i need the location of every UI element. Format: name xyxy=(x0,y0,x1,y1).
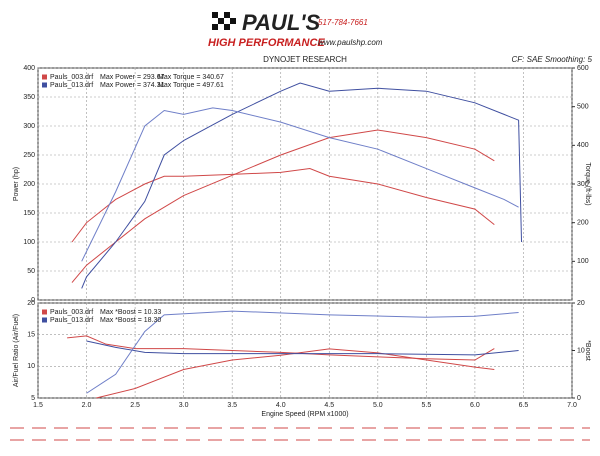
legend-swatch xyxy=(42,317,47,323)
brand: PAUL'S xyxy=(242,10,320,35)
phone: 517-784-7661 xyxy=(318,18,368,27)
x-tick-label: 5.5 xyxy=(421,402,431,409)
y2-tick-label: 0 xyxy=(577,395,581,402)
y2-axis-label: *Boost xyxy=(584,340,591,361)
y-tick-label: 10 xyxy=(27,363,35,370)
series-line xyxy=(86,340,519,356)
y-tick-label: 100 xyxy=(23,239,35,246)
legend-note: Max *Boost = 10.33 xyxy=(100,309,161,316)
y2-tick-label: 300 xyxy=(577,181,589,188)
y-tick-label: 0 xyxy=(31,297,35,304)
series-line xyxy=(71,168,495,243)
x-tick-label: 7.0 xyxy=(567,402,577,409)
x-tick-label: 6.5 xyxy=(519,402,529,409)
y-tick-label: 200 xyxy=(23,181,35,188)
y-tick-label: 350 xyxy=(23,94,35,101)
chart-title: DYNOJET RESEARCH xyxy=(263,55,347,64)
y2-axis-label: Torque (ft-lbs) xyxy=(584,162,591,205)
y2-tick-label: 100 xyxy=(577,258,589,265)
x-axis-label: Engine Speed (RPM x1000) xyxy=(261,411,348,418)
series-line xyxy=(71,129,495,283)
legend-swatch xyxy=(42,74,47,80)
y2-tick-label: 600 xyxy=(577,65,589,72)
y2-tick-label: 400 xyxy=(577,142,589,149)
x-tick-label: 4.0 xyxy=(276,402,286,409)
y2-tick-label: 10 xyxy=(577,347,585,354)
x-tick-label: 6.0 xyxy=(470,402,480,409)
legend-note: Max Power = 374.31 xyxy=(100,82,165,89)
url: www.paulshp.com xyxy=(318,38,383,47)
x-tick-label: 1.5 xyxy=(33,402,43,409)
y-tick-label: 300 xyxy=(23,123,35,130)
y2-tick-label: 500 xyxy=(577,104,589,111)
legend-label: Pauls_003.drf xyxy=(50,309,93,316)
chart-subtitle: CF: SAE Smoothing: 5 xyxy=(512,55,593,64)
legend-note: Max Torque = 497.61 xyxy=(158,82,224,89)
series-line xyxy=(81,107,519,262)
legend-swatch xyxy=(42,82,47,88)
logo xyxy=(212,12,236,30)
x-tick-label: 2.5 xyxy=(130,402,140,409)
legend-label: Pauls_013.drf xyxy=(50,317,93,324)
x-tick-label: 3.0 xyxy=(179,402,189,409)
y2-tick-label: 200 xyxy=(577,220,589,227)
legend-swatch xyxy=(42,309,47,315)
y-axis-label: Power (hp) xyxy=(13,167,20,201)
x-tick-label: 3.5 xyxy=(227,402,237,409)
series-line xyxy=(96,348,495,399)
legend-note: Max Torque = 340.67 xyxy=(158,74,224,81)
y-tick-label: 400 xyxy=(23,65,35,72)
legend-note: Max *Boost = 18.30 xyxy=(100,317,161,324)
tagline: HIGH PERFORMANCE xyxy=(208,37,325,49)
y-tick-label: 150 xyxy=(23,210,35,217)
series-line xyxy=(67,335,495,361)
series-line xyxy=(86,310,519,394)
y-axis-label: Air/Fuel Ratio (Air/Fuel) xyxy=(13,314,20,387)
legend-note: Max Power = 293.67 xyxy=(100,74,165,81)
series-line xyxy=(81,82,523,289)
y-tick-label: 50 xyxy=(27,268,35,275)
y-tick-label: 250 xyxy=(23,152,35,159)
x-tick-label: 4.5 xyxy=(324,402,334,409)
y-tick-label: 15 xyxy=(27,332,35,339)
y-tick-label: 20 xyxy=(27,300,35,307)
x-tick-label: 2.0 xyxy=(82,402,92,409)
legend-label: Pauls_013.drf xyxy=(50,82,93,89)
legend-label: Pauls_003.drf xyxy=(50,74,93,81)
y2-tick-label: 20 xyxy=(577,300,585,307)
y-tick-label: 5 xyxy=(31,395,35,402)
x-tick-label: 5.0 xyxy=(373,402,383,409)
